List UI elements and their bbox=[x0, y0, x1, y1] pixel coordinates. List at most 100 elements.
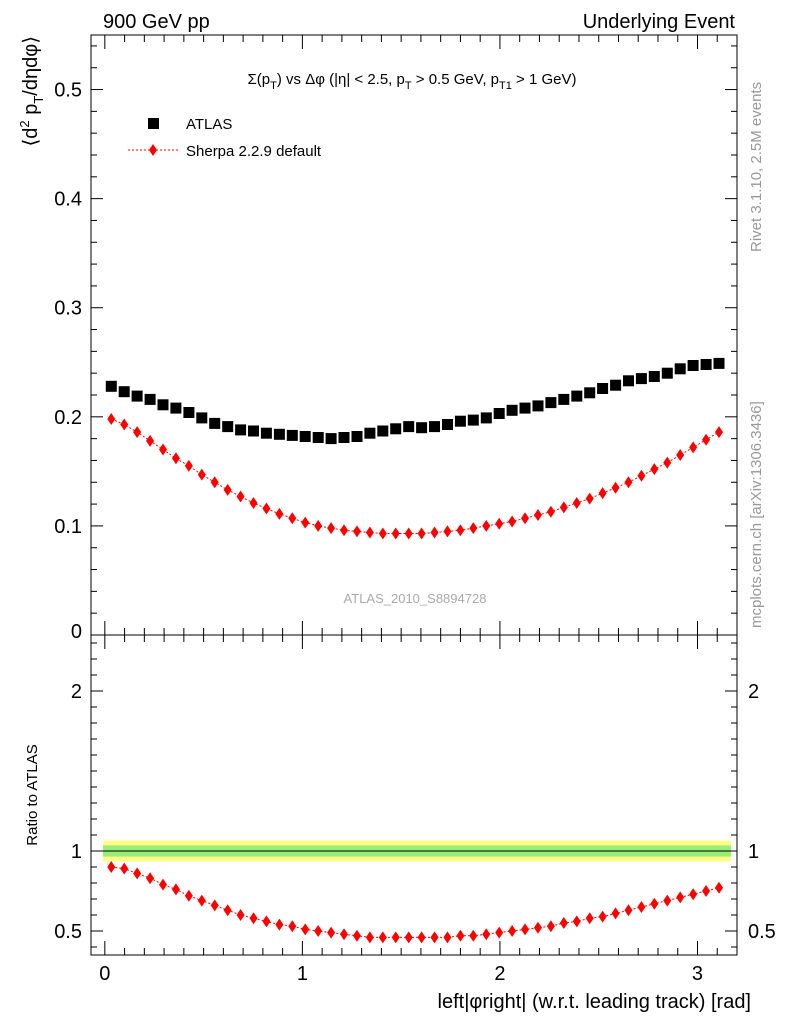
sherpa-data-point bbox=[521, 512, 530, 525]
legend-atlas-label: ATLAS bbox=[186, 116, 232, 133]
ratio-data-point bbox=[107, 861, 116, 873]
ratio-data-point bbox=[715, 881, 724, 894]
atlas-data-point bbox=[519, 402, 531, 414]
ratio-data-point bbox=[572, 915, 581, 928]
main-y-tick-label: 0.1 bbox=[54, 516, 82, 538]
ratio-data-point bbox=[559, 917, 568, 929]
sherpa-data-point bbox=[702, 433, 711, 446]
sherpa-data-point bbox=[585, 492, 594, 505]
atlas-data-point bbox=[610, 379, 622, 391]
sherpa-data-point bbox=[443, 525, 452, 538]
atlas-data-point bbox=[312, 432, 324, 443]
sherpa-data-point bbox=[546, 505, 555, 518]
atlas-data-point bbox=[183, 407, 195, 418]
atlas-data-point bbox=[260, 427, 272, 439]
atlas-data-point bbox=[635, 373, 647, 385]
ratio-data-point bbox=[391, 931, 400, 944]
atlas-data-point bbox=[700, 359, 712, 370]
ratio-data-point bbox=[508, 925, 517, 937]
sherpa-data-point bbox=[624, 476, 633, 489]
atlas-data-point bbox=[467, 414, 479, 426]
atlas-data-point bbox=[118, 386, 130, 398]
ratio-data-point bbox=[184, 889, 193, 902]
atlas-data-point bbox=[661, 367, 673, 379]
ratio-data-point bbox=[430, 931, 439, 944]
sherpa-data-point bbox=[689, 441, 698, 454]
sherpa-data-point bbox=[391, 527, 400, 540]
atlas-data-point bbox=[131, 390, 143, 402]
sherpa-data-point bbox=[378, 527, 387, 540]
atlas-data-point bbox=[416, 422, 428, 434]
legend-atlas-marker bbox=[148, 118, 159, 129]
legend: ATLAS Sherpa 2.2.9 default bbox=[128, 116, 322, 160]
ratio-data-point bbox=[301, 923, 310, 936]
atlas-data-point bbox=[170, 402, 182, 414]
main-y-axis-label: ⟨d2 pT/dηdφ⟩ bbox=[17, 36, 46, 147]
ratio-data-point bbox=[236, 909, 245, 921]
sherpa-data-point bbox=[650, 463, 659, 476]
atlas-data-point bbox=[571, 390, 583, 402]
atlas-data-point bbox=[623, 375, 634, 387]
main-y-tick-label: 0 bbox=[71, 621, 82, 643]
ratio-data-point bbox=[456, 929, 465, 942]
ratio-data-point bbox=[611, 907, 620, 920]
sherpa-data-point bbox=[404, 527, 413, 540]
x-tick-label: 0 bbox=[99, 963, 110, 985]
ratio-y-tick-label-right: 0.5 bbox=[748, 921, 776, 943]
sherpa-data-point bbox=[598, 487, 607, 500]
sherpa-data-point bbox=[223, 483, 232, 496]
main-panel: Σ(pT) vs Δφ (|η| < 2.5, pT > 0.5 GeV, pT… bbox=[17, 34, 738, 643]
main-y-tick-label: 0.2 bbox=[54, 407, 82, 429]
atlas-data-point bbox=[429, 421, 440, 433]
atlas-data-point bbox=[713, 357, 725, 369]
ratio-data-point bbox=[378, 931, 387, 944]
atlas-data-point bbox=[674, 363, 686, 375]
sherpa-data-point bbox=[611, 481, 620, 494]
sherpa-data-point bbox=[159, 443, 168, 456]
atlas-data-point bbox=[403, 421, 415, 433]
ratio-data-point bbox=[365, 931, 374, 944]
sherpa-data-point bbox=[430, 526, 439, 539]
ratio-data-point bbox=[598, 910, 607, 923]
atlas-data-point bbox=[338, 432, 350, 443]
sherpa-data-point bbox=[133, 426, 142, 439]
atlas-data-point bbox=[506, 404, 518, 416]
sherpa-data-point bbox=[352, 525, 361, 538]
sherpa-data-point bbox=[327, 522, 336, 535]
ratio-frame bbox=[90, 634, 738, 956]
atlas-data-point bbox=[597, 383, 609, 394]
atlas-data-point bbox=[286, 429, 298, 441]
ratio-data-point bbox=[482, 928, 491, 941]
sherpa-data-point bbox=[469, 522, 478, 535]
atlas-data-point bbox=[584, 387, 596, 399]
atlas-data-point bbox=[105, 380, 117, 392]
sherpa-data-point bbox=[301, 516, 310, 529]
atlas-data-point bbox=[209, 417, 221, 429]
ratio-data-point bbox=[702, 885, 711, 897]
sherpa-data-point bbox=[482, 519, 491, 532]
ratio-data-point bbox=[249, 912, 258, 925]
atlas-data-point bbox=[144, 393, 156, 405]
ratio-y-tick-label: 2 bbox=[71, 681, 82, 703]
x-tick-label: 2 bbox=[494, 963, 505, 985]
main-y-tick-label: 0.4 bbox=[54, 189, 82, 211]
ratio-data-point bbox=[171, 883, 180, 896]
ratio-y-tick-label: 0.5 bbox=[54, 921, 82, 943]
sherpa-data-point bbox=[120, 418, 129, 431]
ratio-data-point bbox=[288, 920, 297, 933]
ratio-data-point bbox=[469, 929, 478, 942]
ratio-data-point bbox=[417, 931, 426, 944]
atlas-data-point bbox=[299, 431, 311, 442]
atlas-data-point bbox=[493, 408, 505, 419]
legend-sherpa-marker bbox=[149, 144, 157, 156]
ratio-data-point bbox=[637, 901, 646, 913]
main-y-tick-label: 0.5 bbox=[54, 80, 82, 102]
ratio-data-point bbox=[521, 923, 530, 936]
ratio-data-point bbox=[495, 926, 504, 939]
atlas-data-point bbox=[480, 412, 492, 424]
sherpa-data-point bbox=[663, 456, 672, 469]
ratio-panel: Ratio to ATLAS 0.5 0.5 1 1 2 2 0 1 2 3 left|φrigh… bbox=[24, 634, 776, 1013]
sherpa-data-point bbox=[262, 502, 271, 515]
ratio-data-point bbox=[676, 891, 685, 904]
main-y-tick-label: 0.3 bbox=[54, 298, 82, 320]
